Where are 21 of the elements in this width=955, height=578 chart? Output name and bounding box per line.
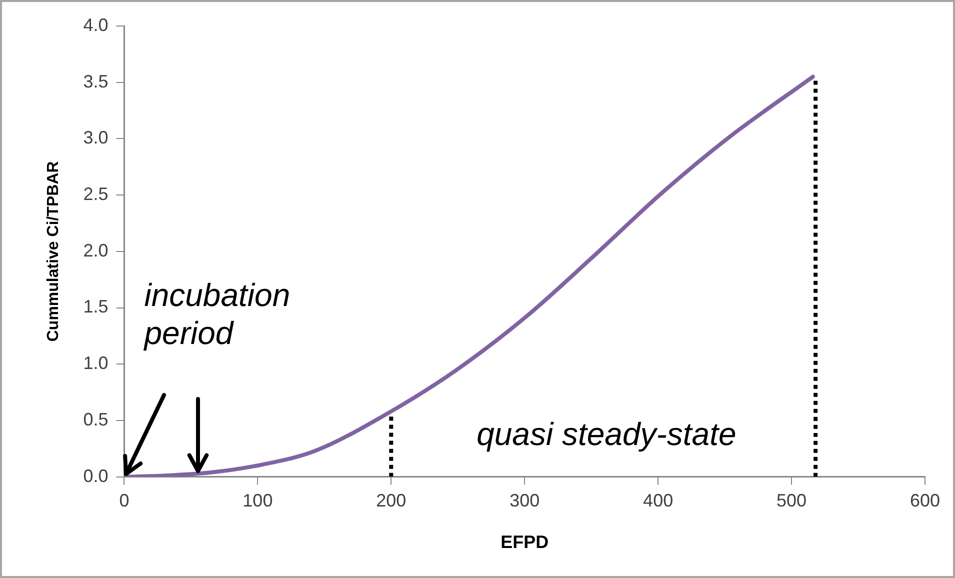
y-tick-label: 1.5 <box>83 296 108 317</box>
x-tick-label: 200 <box>376 490 406 511</box>
x-tick-label: 500 <box>776 490 807 511</box>
y-tick-label: 3.5 <box>83 71 108 92</box>
y-tick-label: 2.5 <box>83 184 108 204</box>
y-tick-label: 0.0 <box>83 466 108 486</box>
x-tick-label: 300 <box>510 490 540 511</box>
y-tick-label: 3.0 <box>83 128 108 148</box>
x-axis-title: EFPD <box>500 532 549 552</box>
y-tick-label: 0.5 <box>83 409 108 430</box>
annotation: quasi steady-state <box>476 414 738 453</box>
annotation: incubation period <box>144 276 292 352</box>
y-tick-label: 4.0 <box>83 14 108 35</box>
x-tick-label: 0 <box>119 490 130 511</box>
line-series <box>124 74 815 477</box>
y-axis-title: Cummulative Ci/TPBAR <box>45 160 62 342</box>
x-tick-label: 400 <box>643 490 674 511</box>
x-tick-label: 100 <box>242 490 273 511</box>
x-tick-label: 600 <box>910 490 940 511</box>
y-tick-label: 2.0 <box>83 240 108 260</box>
y-tick-label: 1.0 <box>83 353 108 374</box>
